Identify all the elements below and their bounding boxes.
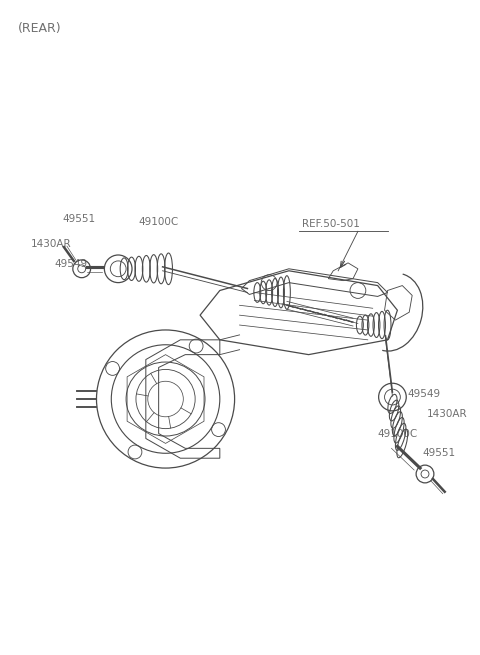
Text: 1430AR: 1430AR [30,239,71,249]
Text: REF.50-501: REF.50-501 [302,219,360,229]
Text: (REAR): (REAR) [18,22,61,35]
Text: 49549: 49549 [54,259,87,269]
Text: 49100C: 49100C [378,428,418,439]
Text: 49549: 49549 [407,389,440,399]
Text: 1430AR: 1430AR [427,409,468,419]
Text: 49551: 49551 [422,448,455,458]
Text: 49100C: 49100C [139,217,179,227]
Text: 49551: 49551 [62,214,95,223]
